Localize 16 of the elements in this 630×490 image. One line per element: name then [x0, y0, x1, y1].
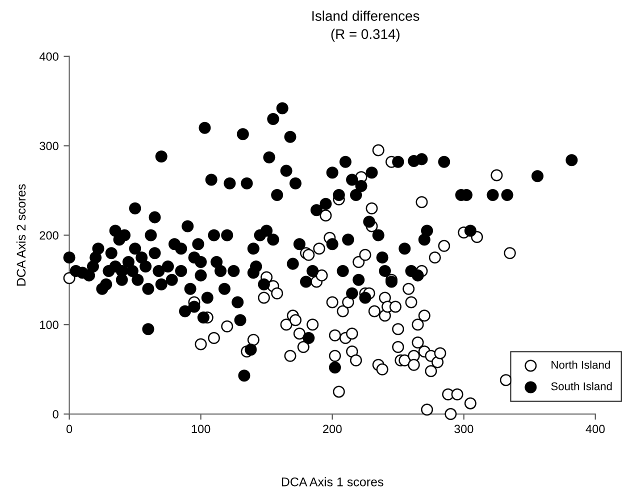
- x-tick-label: 100: [192, 424, 210, 434]
- chart-title: Island differences: [312, 10, 420, 21]
- y-tick-label: 0: [52, 410, 58, 418]
- y-tick-label: 100: [40, 320, 58, 330]
- x-axis-title: DCA Axis 1 scores: [282, 477, 384, 486]
- x-tick-label: 300: [454, 424, 474, 434]
- legend-label: South Island: [551, 382, 612, 390]
- x-tick-label: 200: [323, 424, 342, 434]
- chart-subtitle: (R = 0.314): [331, 28, 400, 42]
- y-axis-title: DCA Axis 2 scores: [16, 184, 26, 286]
- y-tick-label: 400: [39, 52, 58, 61]
- y-tick-label: 200: [40, 231, 58, 240]
- x-tick-label: 0: [66, 424, 72, 434]
- legend-label: North Island: [552, 360, 610, 369]
- y-tick-label: 300: [40, 142, 58, 150]
- x-tick-label: 400: [586, 424, 605, 434]
